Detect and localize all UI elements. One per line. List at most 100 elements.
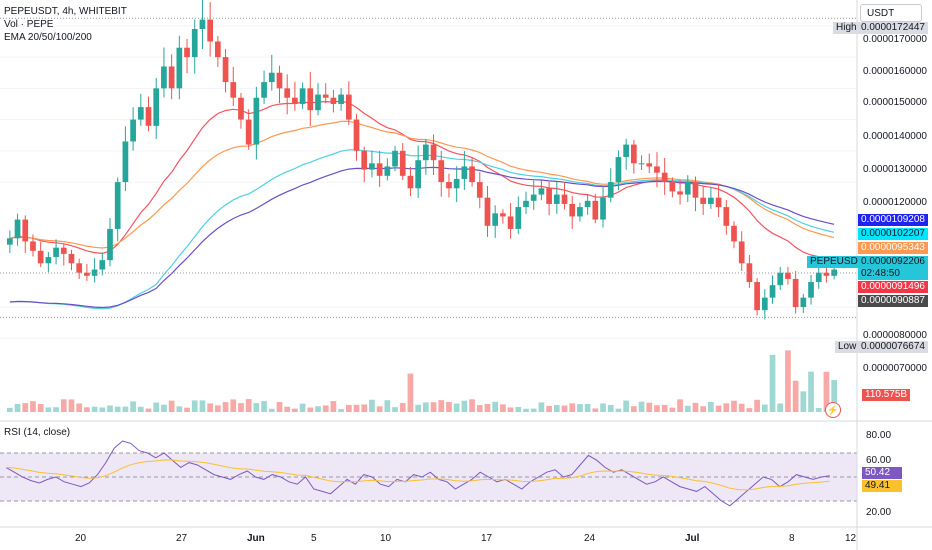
symbol-price-tag: PEPEUSDT [807,256,867,268]
candle-body [130,119,136,142]
candle-body [199,19,206,29]
candle-body [22,219,29,242]
candle-body [322,94,329,98]
candle-body [484,197,491,226]
volume-bar [584,403,591,412]
candle-body [191,28,198,58]
time-tick: Jul [685,533,700,544]
volume-bar [292,408,298,412]
candle-body [700,197,707,204]
volume-bar [307,407,314,412]
volume-bar [553,405,560,412]
time-tick: 12 [845,533,857,544]
rsi-tick: 20.00 [866,507,892,518]
candle-body [369,163,375,170]
volume-bar [446,401,452,412]
ema50-value-tag: 0.0000095343 [858,242,928,254]
volume-bar [261,401,267,412]
rsi-ma-line [5,459,830,491]
volume-bar [661,404,668,412]
volume-bar [407,373,414,412]
candle-body [84,272,90,276]
volume-bar [253,403,260,412]
candle-body [607,182,614,198]
crosshair-price-tag: 0.0000090887 [858,295,928,307]
candle-body [245,119,252,145]
candle-body [168,66,175,89]
volume-bar [492,401,499,412]
candle-body [453,178,460,189]
volume-bar [222,402,229,412]
candle-body [553,194,560,204]
candle-body [808,282,814,298]
ema100-line [9,149,835,310]
volume-bar [507,407,514,412]
volume-bar [230,399,237,412]
volume-indicator-label[interactable]: Vol · PEPE [4,19,54,30]
volume-bar [153,402,160,412]
volume-bar [738,403,745,412]
candle-body [731,225,737,242]
volume-bar [423,402,429,412]
candle-body [384,166,391,176]
volume-bar [600,403,606,412]
volume-bar [692,402,699,412]
volume-bar [7,407,13,412]
volume-bar [114,406,121,412]
volume-bar [708,401,714,412]
volume-bar [299,403,306,412]
candle-body [222,57,229,83]
symbol-title[interactable]: PEPEUSDT, 4h, WHITEBIT [4,6,127,17]
volume-bar [415,404,421,412]
ema-indicator-label[interactable]: EMA 20/50/100/200 [4,32,92,43]
chart-grid [0,25,857,339]
candle-body [76,263,83,273]
volume-bar [569,403,576,412]
ema50-line [9,120,835,249]
volume-bar [137,406,144,412]
volume-bar [68,399,75,412]
currency-selector[interactable]: USDT [860,4,922,22]
candle-body [299,88,306,104]
candle-body [207,19,213,42]
candle-body [677,191,683,195]
rsi-band [0,452,857,502]
volume-bar [592,408,599,412]
candle-body [708,197,714,204]
candle-body [823,272,830,276]
high-label: High [833,22,860,34]
candle-body [161,66,167,89]
volume-bar [284,406,291,412]
rsi-tick: 60.00 [866,455,892,466]
rsi-indicator-label[interactable]: RSI (14, close) [4,427,71,438]
lightning-icon[interactable]: ⚡ [825,402,841,418]
volume-bar [238,403,244,412]
volume-bar [330,401,337,412]
candle-body [476,182,483,198]
volume-bar [438,400,445,412]
price-tick: 0.0000070000 [863,363,927,374]
candle-body [238,97,244,120]
reference-lines [0,17,857,318]
time-tick: 8 [789,533,795,544]
volume-bar [785,350,791,412]
volume-bar [30,401,36,412]
candle-body [107,228,113,261]
volume-bar [99,407,106,412]
time-tick: 17 [481,533,493,544]
volume-bar [561,405,568,412]
high-value-tag: 0.0000172447 [858,22,928,34]
volume-bar [461,400,468,412]
volume-bar [399,402,406,412]
candle-body [315,94,321,111]
candle-body [738,241,745,264]
volume-bar [823,371,830,412]
candle-body [176,47,183,89]
price-tick: 0.0000160000 [863,66,927,77]
candle-body [446,182,452,189]
countdown-tag: 02:48:50 [858,268,928,280]
volume-bar [14,403,21,412]
time-tick: Jun [247,533,265,544]
ema200-value-tag: 0.0000109208 [858,214,928,226]
